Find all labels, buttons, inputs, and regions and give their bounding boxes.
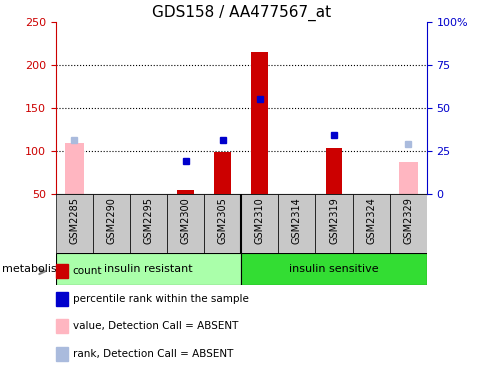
Bar xyxy=(241,253,426,285)
Text: GSM2329: GSM2329 xyxy=(402,197,412,244)
Bar xyxy=(389,194,426,253)
Text: rank, Detection Call = ABSENT: rank, Detection Call = ABSENT xyxy=(73,348,233,359)
Bar xyxy=(130,194,166,253)
Bar xyxy=(398,162,417,194)
Bar xyxy=(204,194,241,253)
Text: GSM2324: GSM2324 xyxy=(365,197,376,244)
Bar xyxy=(352,194,389,253)
Text: GSM2295: GSM2295 xyxy=(143,197,153,244)
Text: GSM2305: GSM2305 xyxy=(217,197,227,244)
Bar xyxy=(315,194,352,253)
Text: count: count xyxy=(73,266,102,276)
Bar xyxy=(251,52,268,194)
Bar xyxy=(214,152,230,194)
Text: GSM2314: GSM2314 xyxy=(291,197,302,244)
Bar xyxy=(177,190,194,194)
Text: GSM2310: GSM2310 xyxy=(254,197,264,244)
Text: insulin sensitive: insulin sensitive xyxy=(288,264,378,274)
Bar xyxy=(325,147,342,194)
Title: GDS158 / AA477567_at: GDS158 / AA477567_at xyxy=(151,4,330,20)
Bar xyxy=(278,194,315,253)
Text: percentile rank within the sample: percentile rank within the sample xyxy=(73,294,248,304)
Text: metabolism: metabolism xyxy=(2,264,68,274)
Bar xyxy=(56,253,241,285)
Bar xyxy=(56,194,93,253)
Text: GSM2285: GSM2285 xyxy=(69,197,79,244)
Bar xyxy=(93,194,130,253)
Text: GSM2319: GSM2319 xyxy=(328,197,338,244)
Text: GSM2290: GSM2290 xyxy=(106,197,116,244)
Text: value, Detection Call = ABSENT: value, Detection Call = ABSENT xyxy=(73,321,238,331)
Bar xyxy=(166,194,204,253)
Text: insulin resistant: insulin resistant xyxy=(104,264,193,274)
Bar xyxy=(241,194,278,253)
Bar xyxy=(65,143,83,194)
Text: GSM2300: GSM2300 xyxy=(180,197,190,244)
